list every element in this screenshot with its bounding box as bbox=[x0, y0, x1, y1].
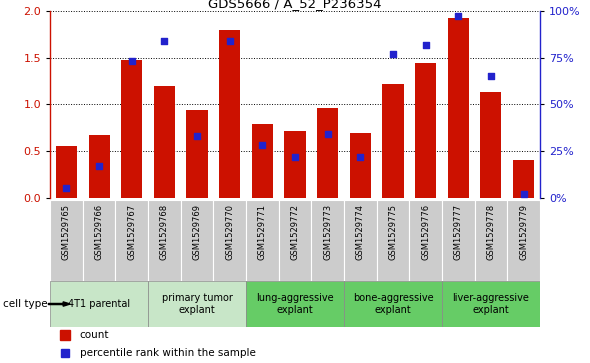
Bar bbox=[513, 159, 534, 198]
Point bbox=[519, 191, 528, 197]
Bar bbox=[246, 281, 344, 327]
Bar bbox=[312, 200, 344, 281]
Title: GDS5666 / A_52_P236354: GDS5666 / A_52_P236354 bbox=[208, 0, 382, 10]
Point bbox=[421, 42, 430, 48]
Point bbox=[192, 133, 202, 139]
Point bbox=[127, 58, 136, 64]
Bar bbox=[83, 200, 116, 281]
Text: lung-aggressive
explant: lung-aggressive explant bbox=[256, 293, 334, 315]
Point bbox=[356, 154, 365, 160]
Bar bbox=[284, 131, 306, 198]
Bar bbox=[376, 200, 409, 281]
Bar bbox=[474, 200, 507, 281]
Bar bbox=[246, 200, 278, 281]
Text: GSM1529774: GSM1529774 bbox=[356, 204, 365, 260]
Bar bbox=[448, 19, 469, 198]
Text: liver-aggressive
explant: liver-aggressive explant bbox=[453, 293, 529, 315]
Bar bbox=[442, 281, 540, 327]
Bar bbox=[121, 60, 142, 198]
Point bbox=[62, 185, 71, 191]
Text: GSM1529776: GSM1529776 bbox=[421, 204, 430, 260]
Bar bbox=[344, 200, 376, 281]
Point bbox=[486, 73, 496, 79]
Bar bbox=[278, 200, 312, 281]
Bar bbox=[480, 92, 502, 198]
Bar bbox=[186, 110, 208, 198]
Point bbox=[388, 51, 398, 57]
Text: GSM1529769: GSM1529769 bbox=[192, 204, 202, 260]
Text: GSM1529773: GSM1529773 bbox=[323, 204, 332, 260]
Bar bbox=[344, 281, 442, 327]
Bar bbox=[148, 200, 181, 281]
Text: GSM1529768: GSM1529768 bbox=[160, 204, 169, 260]
Text: GSM1529775: GSM1529775 bbox=[388, 204, 398, 260]
Point bbox=[160, 38, 169, 44]
Text: bone-aggressive
explant: bone-aggressive explant bbox=[353, 293, 433, 315]
Text: count: count bbox=[80, 330, 109, 340]
Bar bbox=[50, 200, 83, 281]
Bar bbox=[154, 86, 175, 198]
Text: cell type: cell type bbox=[2, 299, 47, 309]
Bar bbox=[219, 29, 240, 198]
Text: GSM1529772: GSM1529772 bbox=[290, 204, 300, 260]
Bar bbox=[415, 63, 436, 198]
Text: GSM1529779: GSM1529779 bbox=[519, 204, 528, 260]
Text: percentile rank within the sample: percentile rank within the sample bbox=[80, 348, 255, 358]
Bar bbox=[116, 200, 148, 281]
Bar bbox=[88, 135, 110, 198]
Bar bbox=[181, 200, 214, 281]
Bar bbox=[409, 200, 442, 281]
Bar bbox=[317, 108, 338, 198]
Point bbox=[290, 154, 300, 160]
Text: GSM1529777: GSM1529777 bbox=[454, 204, 463, 260]
Text: GSM1529770: GSM1529770 bbox=[225, 204, 234, 260]
Point bbox=[225, 38, 234, 44]
Bar bbox=[148, 281, 246, 327]
Text: GSM1529778: GSM1529778 bbox=[486, 204, 496, 260]
Point bbox=[454, 13, 463, 19]
Bar bbox=[56, 146, 77, 198]
Bar bbox=[507, 200, 540, 281]
Bar bbox=[214, 200, 246, 281]
Text: primary tumor
explant: primary tumor explant bbox=[162, 293, 232, 315]
Text: GSM1529771: GSM1529771 bbox=[258, 204, 267, 260]
Point bbox=[94, 163, 104, 169]
Point bbox=[258, 143, 267, 148]
Text: 4T1 parental: 4T1 parental bbox=[68, 299, 130, 309]
Bar bbox=[350, 133, 371, 198]
Text: GSM1529767: GSM1529767 bbox=[127, 204, 136, 260]
Text: GSM1529766: GSM1529766 bbox=[94, 204, 104, 260]
Bar bbox=[50, 281, 148, 327]
Bar bbox=[382, 84, 404, 198]
Bar bbox=[442, 200, 474, 281]
Bar bbox=[252, 124, 273, 198]
Point bbox=[323, 131, 332, 137]
Text: GSM1529765: GSM1529765 bbox=[62, 204, 71, 260]
